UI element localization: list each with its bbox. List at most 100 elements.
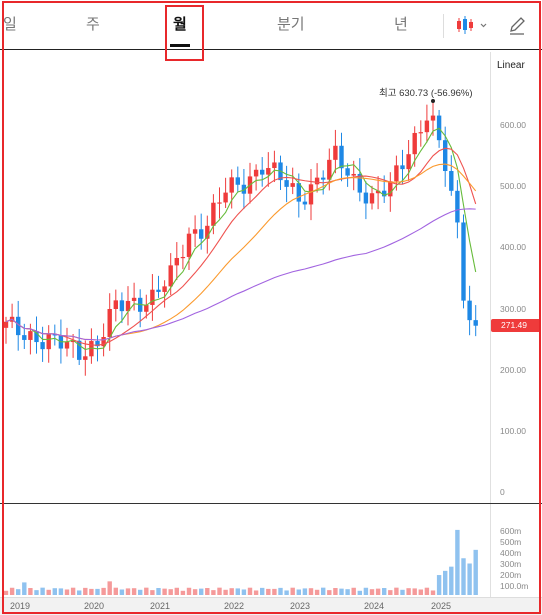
volume-bar xyxy=(302,588,308,595)
price-chart[interactable] xyxy=(0,52,490,597)
candle-body xyxy=(46,334,51,350)
volume-bar xyxy=(34,590,39,595)
chevron-down-icon xyxy=(480,23,487,28)
volume-bar xyxy=(321,587,326,595)
year-tick: 2021 xyxy=(150,601,171,611)
price-axis-divider xyxy=(490,52,491,597)
volume-bar xyxy=(443,570,448,595)
tab-month[interactable]: 월 xyxy=(173,16,187,33)
volume-tick: 600m xyxy=(500,526,522,536)
last-price-badge: 271.49 xyxy=(491,319,541,332)
year-tick: 2024 xyxy=(364,601,385,611)
candle-body xyxy=(418,132,423,134)
candle-body xyxy=(174,257,179,266)
year-tick: 2023 xyxy=(290,601,311,611)
volume-bar xyxy=(455,529,460,595)
candle-body xyxy=(266,168,271,175)
candle-body xyxy=(461,222,466,301)
chart-type-button[interactable] xyxy=(455,13,489,37)
candle-body xyxy=(351,173,356,176)
candle-body xyxy=(125,300,131,312)
volume-bar xyxy=(345,589,350,595)
all-time-high-label: 최고 630.73 (-56.96%) xyxy=(379,88,473,99)
candle-body xyxy=(168,265,173,287)
volume-bar xyxy=(22,582,27,595)
candle-body xyxy=(156,289,161,292)
candle-body xyxy=(302,201,308,205)
tab-year[interactable]: 년 xyxy=(394,16,408,33)
volume-bar xyxy=(394,587,399,595)
volume-bar xyxy=(327,590,332,595)
volume-bar xyxy=(180,590,186,595)
candle-body xyxy=(357,173,362,193)
volume-bar xyxy=(58,588,64,595)
candle-body xyxy=(290,183,295,187)
volume-bar xyxy=(247,587,253,595)
year-tick: 2022 xyxy=(224,601,245,611)
volume-bar xyxy=(308,588,314,595)
candle-body xyxy=(430,115,436,121)
candle-body xyxy=(260,169,265,175)
volume-pane-divider xyxy=(0,503,542,504)
scale-mode-button[interactable]: Linear xyxy=(497,60,525,71)
candle-body xyxy=(119,300,125,312)
volume-bar xyxy=(16,589,21,595)
volume-bar xyxy=(375,588,381,595)
volume-tick: 500m xyxy=(500,537,522,547)
candle-body xyxy=(369,193,375,204)
volume-bar xyxy=(260,587,265,595)
volume-bar xyxy=(272,588,277,595)
candle-body xyxy=(455,190,460,223)
candle-body xyxy=(223,192,228,203)
price-tick: 100.00 xyxy=(500,426,526,436)
candle-body xyxy=(449,171,454,191)
volume-bar xyxy=(351,587,356,595)
volume-bar xyxy=(138,589,143,595)
candle-body xyxy=(107,308,112,338)
volume-bar xyxy=(52,588,57,595)
candle-body xyxy=(113,300,118,309)
volume-bar xyxy=(77,590,82,595)
volume-bar xyxy=(430,590,436,595)
time-axis xyxy=(0,597,542,615)
draw-tool-button[interactable] xyxy=(506,13,528,37)
candle-body xyxy=(308,184,314,205)
volume-bar xyxy=(107,581,112,595)
tab-quarter[interactable]: 분기 xyxy=(277,16,305,33)
month-tab-highlight xyxy=(165,5,204,61)
active-tab-indicator xyxy=(170,44,190,47)
volume-bar xyxy=(46,589,51,595)
high-marker xyxy=(431,99,435,103)
candle-body xyxy=(235,177,240,185)
candlestick-icon xyxy=(457,16,473,34)
candle-body xyxy=(211,202,216,226)
candle-body xyxy=(144,304,149,312)
volume-bar xyxy=(400,589,405,595)
volume-bar xyxy=(186,587,192,595)
toolbar-divider xyxy=(443,14,444,38)
candle-body xyxy=(34,331,39,343)
candle-body xyxy=(186,233,192,257)
tab-week[interactable]: 주 xyxy=(86,16,100,33)
volume-bar xyxy=(357,590,362,595)
volume-bar xyxy=(290,587,295,595)
candle-body xyxy=(333,145,338,160)
candle-body xyxy=(192,229,198,234)
price-tick: 500.00 xyxy=(500,181,526,191)
candle-body xyxy=(40,342,45,350)
candle-body xyxy=(345,168,350,176)
candle-body xyxy=(406,154,411,170)
volume-tick: 200m xyxy=(500,570,522,580)
volume-bar xyxy=(339,588,344,595)
volume-bar xyxy=(424,587,430,595)
price-tick: 400.00 xyxy=(500,242,526,252)
volume-bar xyxy=(217,587,222,595)
volume-bar xyxy=(211,590,216,595)
volume-bar xyxy=(70,587,76,595)
candle-body xyxy=(162,286,167,292)
candle-body xyxy=(150,289,155,305)
candle-body xyxy=(272,162,277,169)
price-tick: 300.00 xyxy=(500,304,526,314)
tab-day[interactable]: 일 xyxy=(3,16,17,33)
price-tick: 0 xyxy=(500,487,505,497)
